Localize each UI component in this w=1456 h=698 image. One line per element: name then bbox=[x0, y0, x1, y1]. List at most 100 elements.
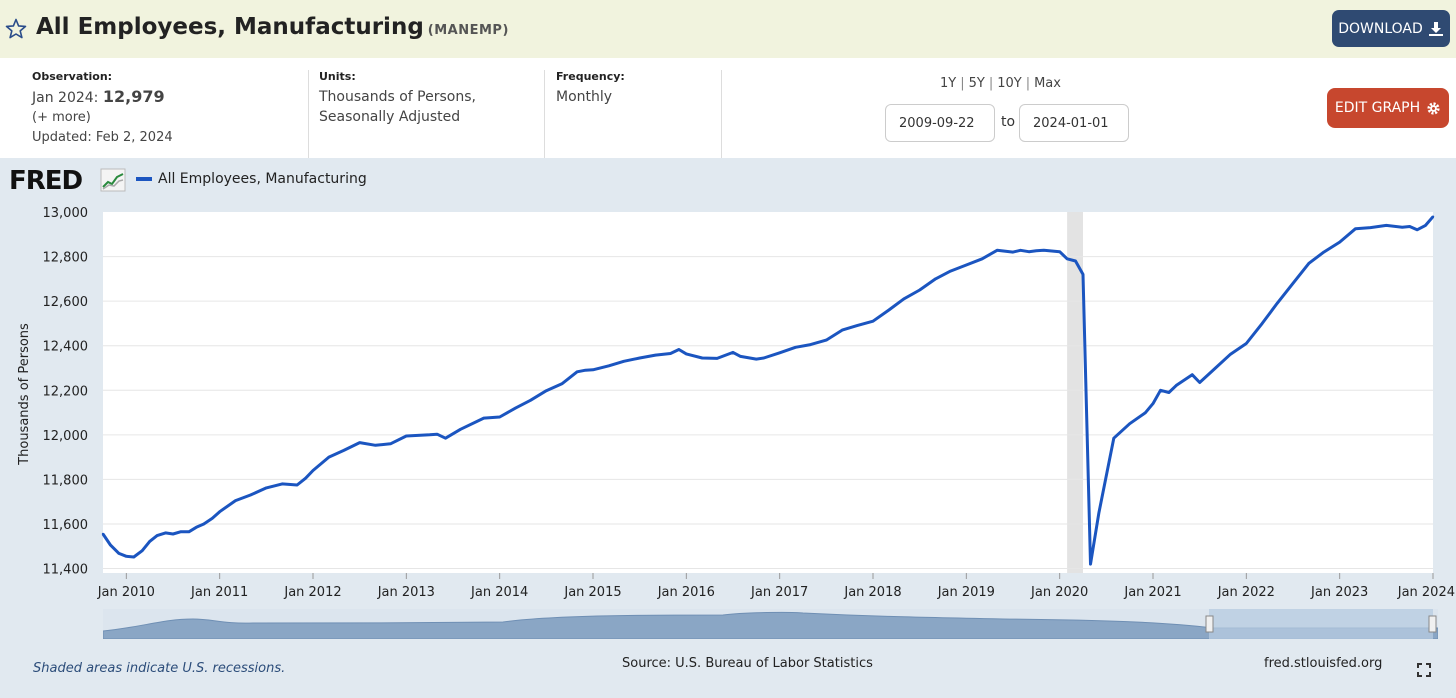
data-point bbox=[871, 319, 875, 323]
star-icon[interactable] bbox=[4, 17, 28, 41]
data-point bbox=[187, 530, 191, 533]
x-tick-label: Jan 2024 bbox=[1397, 585, 1455, 600]
data-point bbox=[887, 308, 891, 312]
units-line-1: Thousands of Persons, bbox=[319, 89, 476, 105]
data-point bbox=[1058, 250, 1061, 253]
range-1y[interactable]: 1Y bbox=[940, 76, 957, 91]
data-point bbox=[265, 486, 268, 490]
recession-band bbox=[1067, 212, 1083, 573]
data-point bbox=[435, 432, 439, 436]
fullscreen-icon[interactable] bbox=[1417, 663, 1431, 677]
data-point bbox=[304, 477, 307, 480]
download-icon bbox=[1428, 21, 1443, 36]
data-point bbox=[545, 389, 548, 392]
more-link[interactable]: (+ more) bbox=[32, 110, 91, 125]
data-point bbox=[1338, 240, 1341, 244]
y-tick-label: 12,000 bbox=[43, 429, 89, 444]
start-date-input[interactable]: 2009-09-22 bbox=[885, 104, 995, 142]
end-date-input[interactable]: 2024-01-01 bbox=[1019, 104, 1129, 142]
observation-label: Observation: bbox=[32, 70, 113, 83]
range-navigator[interactable] bbox=[103, 609, 1438, 639]
x-tick-label: Jan 2015 bbox=[563, 585, 621, 600]
observation-date: Jan 2024: bbox=[32, 90, 99, 106]
series-code: (MANEMP) bbox=[427, 23, 509, 38]
data-point bbox=[1112, 436, 1116, 440]
units-label: Units: bbox=[319, 70, 356, 83]
y-tick-label: 11,600 bbox=[43, 518, 89, 533]
data-point bbox=[918, 288, 921, 292]
data-point bbox=[995, 249, 999, 252]
data-point bbox=[374, 444, 377, 447]
page-title: All Employees, Manufacturing (MANEMP) bbox=[36, 14, 509, 40]
x-tick-label: Jan 2017 bbox=[750, 585, 808, 600]
data-point bbox=[202, 522, 205, 526]
data-point bbox=[654, 353, 657, 357]
header-bar: All Employees, Manufacturing (MANEMP) DOW… bbox=[0, 0, 1456, 58]
series-title: All Employees, Manufacturing bbox=[36, 14, 424, 40]
data-point bbox=[117, 552, 121, 555]
x-tick-label: Jan 2010 bbox=[97, 585, 155, 600]
data-point bbox=[622, 360, 625, 363]
range-5y[interactable]: 5Y bbox=[968, 76, 985, 91]
data-point bbox=[825, 338, 828, 342]
data-point bbox=[311, 469, 315, 472]
x-tick-label: Jan 2021 bbox=[1123, 585, 1181, 600]
data-point bbox=[1245, 342, 1248, 345]
y-tick-label: 11,800 bbox=[43, 473, 89, 488]
data-point bbox=[1011, 250, 1015, 254]
recession-note: Shaded areas indicate U.S. recessions. bbox=[33, 661, 286, 676]
data-point bbox=[514, 406, 517, 410]
y-tick-label: 12,200 bbox=[43, 384, 89, 399]
data-point bbox=[1369, 226, 1372, 229]
edit-graph-label: EDIT GRAPH bbox=[1334, 100, 1421, 116]
frequency-label: Frequency: bbox=[556, 70, 625, 83]
legend-swatch bbox=[136, 177, 152, 181]
fred-logo: FRED bbox=[9, 166, 83, 196]
data-point bbox=[1042, 249, 1046, 252]
data-point bbox=[234, 499, 237, 502]
download-button[interactable]: DOWNLOAD bbox=[1332, 10, 1450, 47]
data-point bbox=[1035, 249, 1038, 252]
data-point bbox=[358, 441, 361, 444]
data-point bbox=[575, 370, 579, 373]
data-point bbox=[295, 483, 299, 487]
frequency-value: Monthly bbox=[556, 89, 613, 105]
data-point bbox=[1128, 422, 1131, 425]
gear-icon bbox=[1427, 101, 1440, 115]
data-point bbox=[218, 510, 221, 513]
data-point bbox=[125, 555, 128, 558]
data-point bbox=[1229, 352, 1232, 356]
x-tick-label: Jan 2013 bbox=[377, 585, 435, 600]
data-point bbox=[1291, 282, 1295, 285]
y-tick-label: 12,600 bbox=[43, 295, 89, 310]
data-point bbox=[327, 455, 331, 459]
data-point bbox=[132, 555, 135, 559]
data-point bbox=[389, 442, 392, 445]
data-point bbox=[249, 493, 252, 497]
updated-text: Updated: Feb 2, 2024 bbox=[32, 130, 173, 145]
data-point bbox=[101, 532, 105, 536]
site-link[interactable]: fred.stlouisfed.org bbox=[1264, 656, 1383, 671]
data-point bbox=[855, 324, 859, 327]
data-point bbox=[1275, 302, 1279, 305]
data-point bbox=[949, 269, 952, 273]
range-max[interactable]: Max bbox=[1034, 76, 1061, 91]
data-point bbox=[1144, 411, 1147, 414]
data-point bbox=[669, 352, 672, 355]
range-10y[interactable]: 10Y bbox=[997, 76, 1022, 91]
data-point bbox=[1408, 225, 1411, 228]
data-point bbox=[1385, 224, 1388, 227]
data-point bbox=[1151, 402, 1155, 405]
x-tick-label: Jan 2012 bbox=[283, 585, 341, 600]
data-point bbox=[1214, 366, 1217, 370]
data-point bbox=[584, 369, 587, 372]
data-point bbox=[498, 415, 501, 419]
data-point bbox=[1074, 259, 1077, 263]
data-point bbox=[1354, 227, 1357, 230]
edit-graph-button[interactable]: EDIT GRAPH bbox=[1327, 88, 1449, 128]
x-tick-label: Jan 2011 bbox=[190, 585, 248, 600]
data-point bbox=[141, 549, 144, 552]
data-point bbox=[965, 263, 968, 267]
data-point bbox=[482, 416, 485, 420]
